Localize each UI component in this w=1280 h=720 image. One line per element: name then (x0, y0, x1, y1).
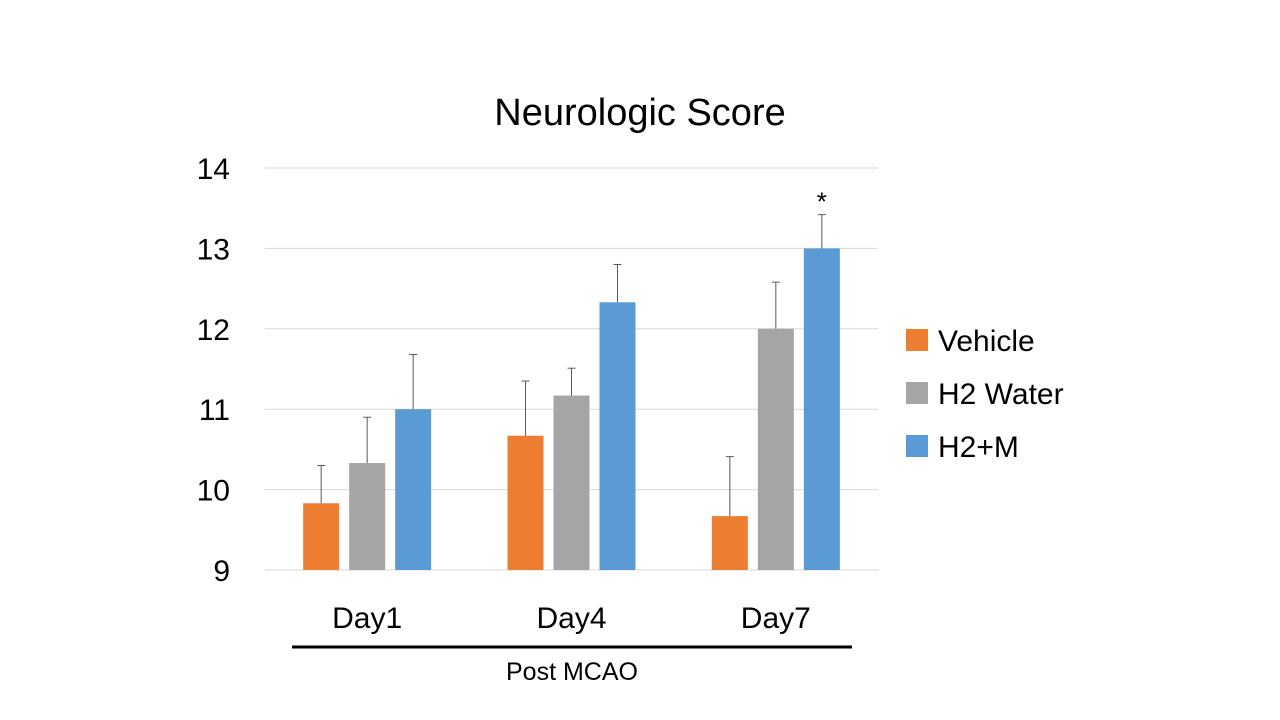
y-tick-label: 13 (197, 233, 230, 266)
chart-title: Neurologic Score (494, 92, 785, 134)
bar-vehicle-day1 (303, 503, 340, 570)
x-category-label: Day1 (332, 602, 402, 635)
bar-h2-m-day1 (395, 409, 432, 570)
error-bars (317, 214, 826, 517)
x-axis-categories: Day1 Day4 Day7 (332, 602, 811, 635)
bar-h2-water-day1 (349, 463, 386, 570)
legend-swatch (906, 435, 928, 457)
bar-h2-water-day4 (553, 395, 590, 570)
bar-vehicle-day7 (711, 516, 748, 570)
y-axis-ticks: 9 10 11 12 13 14 (197, 153, 230, 588)
bar-h2-water-day7 (757, 328, 794, 570)
x-category-label: Day7 (741, 602, 811, 635)
group-label: Post MCAO (506, 658, 638, 686)
y-tick-label: 9 (213, 555, 230, 588)
y-tick-label: 14 (197, 153, 230, 186)
bars (303, 248, 840, 570)
y-tick-label: 10 (197, 475, 230, 508)
legend-label: H2+M (938, 431, 1019, 464)
x-category-label: Day4 (536, 602, 606, 635)
legend: Vehicle H2 Water H2+M (906, 325, 1064, 464)
bar-h2-m-day4 (599, 302, 636, 570)
annotations: * (817, 187, 827, 217)
legend-swatch (906, 382, 928, 404)
legend-swatch (906, 329, 928, 351)
significance-marker: * (817, 187, 827, 217)
bar-h2-m-day7 (803, 248, 840, 570)
legend-label: Vehicle (938, 325, 1035, 358)
bar-vehicle-day4 (507, 435, 544, 570)
legend-label: H2 Water (938, 378, 1064, 411)
y-tick-label: 12 (197, 314, 230, 347)
y-tick-label: 11 (199, 394, 230, 427)
